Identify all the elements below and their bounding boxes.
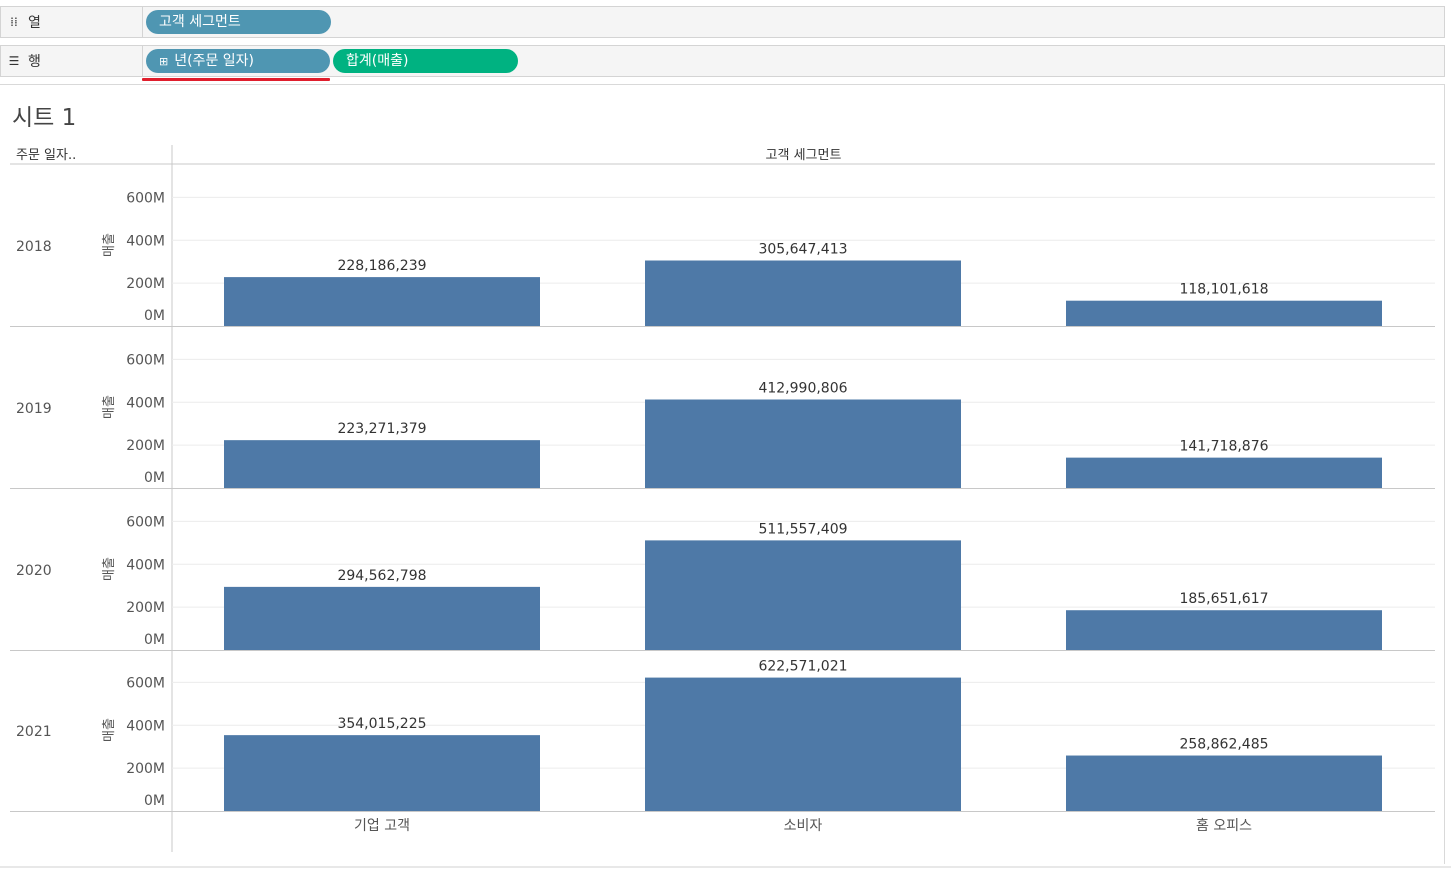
data-label: 354,015,225: [337, 716, 426, 732]
rows-shelf-title: ☰ 행: [1, 46, 143, 76]
rows-icon: ☰: [8, 54, 20, 68]
y-tick-label: 0M: [144, 470, 165, 486]
bar: [224, 735, 540, 811]
rows-shelf[interactable]: ☰ 행 ⊞ 년(주문 일자) 합계(매출): [0, 45, 1445, 77]
row-label-year: 2021: [16, 724, 52, 740]
pill-sum-sales[interactable]: 합계(매출): [333, 49, 518, 73]
data-label: 511,557,409: [758, 521, 847, 537]
bar: [224, 440, 540, 488]
row-label-year: 2019: [16, 401, 52, 417]
pill-highlight-underline: [142, 78, 330, 81]
bar: [645, 260, 961, 326]
data-label: 305,647,413: [758, 242, 847, 258]
y-tick-label: 600M: [126, 352, 165, 368]
column-header-label: 고객 세그먼트: [766, 148, 842, 163]
data-label: 223,271,379: [337, 421, 426, 437]
y-tick-label: 0M: [144, 793, 165, 809]
expand-icon[interactable]: ⊞: [159, 55, 169, 68]
row-header-label: 주문 일자..: [16, 148, 76, 163]
sheet-frame: [0, 84, 1445, 864]
bottom-divider: [0, 866, 1451, 868]
y-axis-label: 매출: [102, 395, 117, 419]
bar: [645, 677, 961, 811]
y-tick-label: 400M: [126, 395, 165, 411]
bar: [645, 399, 961, 488]
sheet-title: 시트 1: [12, 105, 77, 131]
bar: [1066, 610, 1382, 650]
y-tick-label: 600M: [126, 675, 165, 691]
y-tick-label: 0M: [144, 308, 165, 324]
columns-shelf-label: 열: [28, 15, 41, 31]
bar: [645, 540, 961, 650]
data-label: 185,651,617: [1179, 591, 1268, 607]
data-label: 258,862,485: [1179, 737, 1268, 753]
y-tick-label: 200M: [126, 438, 165, 454]
y-tick-label: 600M: [126, 514, 165, 530]
data-label: 228,186,239: [337, 258, 426, 274]
category-label: 기업 고객: [354, 818, 410, 834]
pill-customer-segment[interactable]: 고객 세그먼트: [146, 10, 331, 34]
bar: [224, 277, 540, 326]
bar: [1066, 457, 1382, 488]
y-tick-label: 0M: [144, 632, 165, 648]
data-label: 622,571,021: [758, 659, 847, 675]
pill-order-date-year[interactable]: ⊞ 년(주문 일자): [146, 49, 330, 73]
data-label: 118,101,618: [1179, 282, 1268, 298]
bar: [1066, 300, 1382, 326]
y-tick-label: 200M: [126, 276, 165, 292]
category-label: 홈 오피스: [1196, 818, 1252, 834]
y-axis-label: 매출: [102, 557, 117, 581]
data-label: 294,562,798: [337, 568, 426, 584]
columns-shelf-title: ⁞⁞ 열: [1, 7, 143, 37]
y-tick-label: 600M: [126, 190, 165, 206]
data-label: 412,990,806: [758, 381, 847, 397]
bar: [224, 586, 540, 650]
bar: [1066, 755, 1382, 811]
row-label-year: 2020: [16, 563, 52, 579]
y-tick-label: 200M: [126, 600, 165, 616]
category-label: 소비자: [784, 818, 823, 834]
y-axis-label: 매출: [102, 718, 117, 742]
y-tick-label: 200M: [126, 761, 165, 777]
y-axis-label: 매출: [102, 233, 117, 257]
y-tick-label: 400M: [126, 718, 165, 734]
data-label: 141,718,876: [1179, 439, 1268, 455]
columns-shelf[interactable]: ⁞⁞ 열 고객 세그먼트: [0, 6, 1445, 38]
row-label-year: 2018: [16, 239, 52, 255]
rows-shelf-label: 행: [28, 54, 41, 70]
columns-icon: ⁞⁞: [10, 15, 18, 29]
y-tick-label: 400M: [126, 557, 165, 573]
y-tick-label: 400M: [126, 233, 165, 249]
